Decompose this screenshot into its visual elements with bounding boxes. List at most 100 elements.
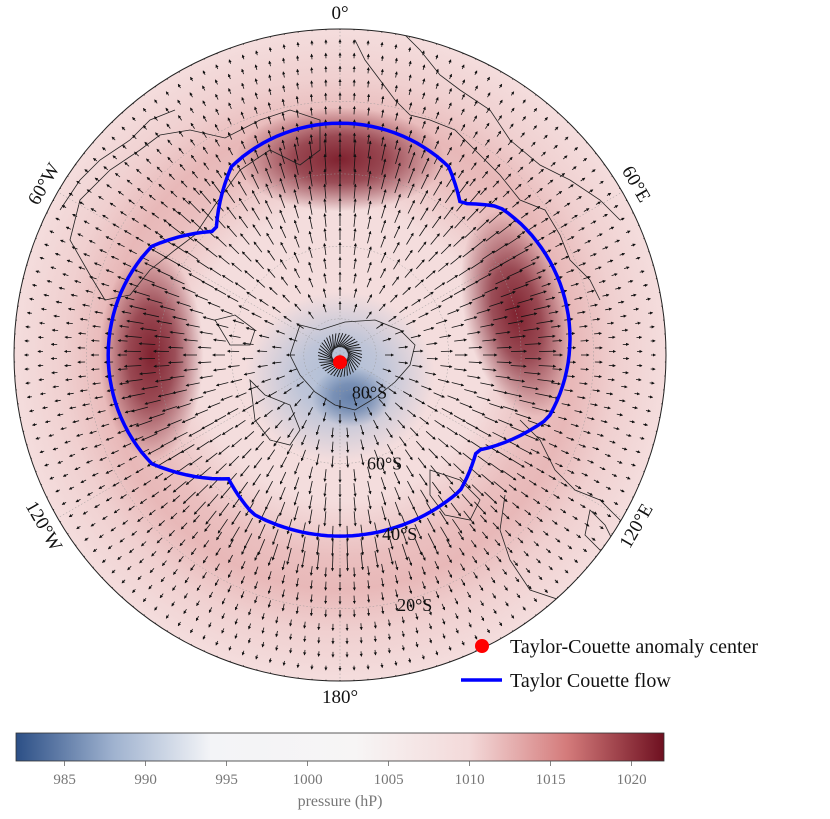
wind-arrow — [267, 143, 272, 154]
legend: Taylor-Couette anomaly center Taylor Cou… — [461, 636, 758, 692]
wind-arrow — [459, 154, 465, 163]
wind-arrow — [496, 360, 513, 365]
wind-arrow — [412, 364, 423, 369]
wind-arrow — [181, 416, 196, 423]
wind-arrow — [367, 155, 372, 173]
wind-arrow — [408, 378, 419, 383]
wind-arrow — [309, 566, 313, 576]
wind-arrow — [484, 287, 499, 294]
wind-arrow — [237, 164, 246, 180]
wind-arrow — [415, 259, 425, 270]
wind-arrow — [309, 134, 313, 144]
wind-arrow — [117, 339, 128, 343]
wind-arrow — [167, 360, 184, 365]
wind-arrow — [258, 524, 266, 540]
wind-arrow — [288, 412, 296, 421]
wind-arrow — [301, 434, 307, 446]
wind-arrow — [388, 547, 394, 565]
wind-arrow — [294, 462, 300, 475]
wind-arrow — [457, 180, 469, 196]
wind-arrow — [172, 315, 187, 321]
wind-arrow — [90, 367, 100, 371]
wind-arrow — [353, 469, 357, 482]
wind-arrow — [423, 291, 434, 299]
wind-arrow — [281, 139, 286, 150]
wind-arrow — [172, 481, 187, 493]
wind-arrow — [231, 262, 242, 272]
wind-arrow — [353, 412, 358, 422]
wind-arrow — [508, 319, 524, 325]
wind-arrow — [398, 361, 409, 365]
wind-arrow — [465, 280, 479, 288]
wind-arrow — [185, 382, 200, 387]
wind-arrow — [255, 259, 265, 270]
wind-arrow — [564, 389, 574, 393]
wind-arrow — [128, 423, 139, 428]
wind-arrow — [167, 345, 184, 350]
wind-arrow — [133, 290, 151, 297]
wind-arrow — [457, 169, 464, 179]
wind-arrow — [420, 173, 429, 189]
wind-arrow — [240, 233, 250, 245]
wind-arrow — [495, 375, 511, 380]
wind-arrow — [536, 436, 546, 441]
wind-arrow — [301, 419, 307, 430]
wind-arrow — [388, 388, 397, 395]
wind-arrow — [452, 518, 463, 534]
wind-arrow — [172, 495, 181, 502]
wind-arrow — [193, 501, 206, 515]
wind-arrow — [426, 341, 438, 346]
wind-arrow — [461, 493, 473, 507]
wind-arrow — [307, 407, 313, 416]
colorbar-gradient — [15, 732, 665, 762]
wind-arrow — [205, 452, 218, 463]
wind-arrow — [308, 185, 313, 201]
wind-arrow — [323, 483, 327, 497]
wind-arrow — [533, 304, 551, 311]
wind-arrow — [123, 364, 142, 368]
wind-arrow — [448, 486, 460, 499]
wind-arrow — [194, 409, 209, 416]
wind-arrow — [353, 497, 357, 512]
wind-arrow — [434, 282, 446, 291]
wind-arrow — [520, 212, 529, 219]
wind-arrow — [367, 185, 372, 201]
wind-arrow — [310, 67, 314, 74]
wind-arrow — [315, 524, 320, 541]
wind-arrow — [144, 262, 161, 271]
wind-arrow — [293, 204, 299, 219]
wind-arrow — [324, 567, 328, 578]
wind-arrow — [124, 334, 142, 338]
wind-arrow — [442, 472, 454, 485]
wind-arrow — [381, 136, 385, 147]
wind-arrow — [367, 134, 371, 144]
wind-arrow — [453, 415, 466, 422]
legend-label-anomaly-center: Taylor-Couette anomaly center — [510, 636, 758, 658]
wind-arrow — [226, 225, 238, 238]
wind-arrow — [394, 162, 401, 179]
wind-arrow — [447, 395, 460, 401]
wind-arrow — [417, 241, 427, 253]
wind-arrow — [346, 441, 350, 454]
wind-arrow — [393, 225, 401, 239]
wind-arrow — [517, 297, 534, 304]
wind-arrow — [286, 444, 293, 455]
wind-arrow — [529, 290, 547, 297]
wind-arrow — [471, 294, 486, 301]
wind-arrow — [163, 484, 172, 491]
wind-arrow — [221, 427, 234, 436]
wind-arrow — [185, 323, 200, 328]
wind-arrow — [281, 560, 286, 571]
wind-arrow — [346, 427, 350, 439]
wind-arrow — [378, 303, 386, 312]
wind-arrow — [250, 416, 261, 425]
wind-arrow — [213, 368, 226, 372]
wind-arrow — [232, 319, 245, 325]
wind-arrow — [505, 235, 521, 246]
wind-arrow — [440, 455, 452, 467]
wind-arrow — [279, 471, 287, 485]
wind-arrow — [207, 402, 221, 409]
wind-arrow — [244, 430, 255, 440]
wind-arrow — [330, 539, 335, 557]
wind-arrow — [558, 416, 568, 421]
